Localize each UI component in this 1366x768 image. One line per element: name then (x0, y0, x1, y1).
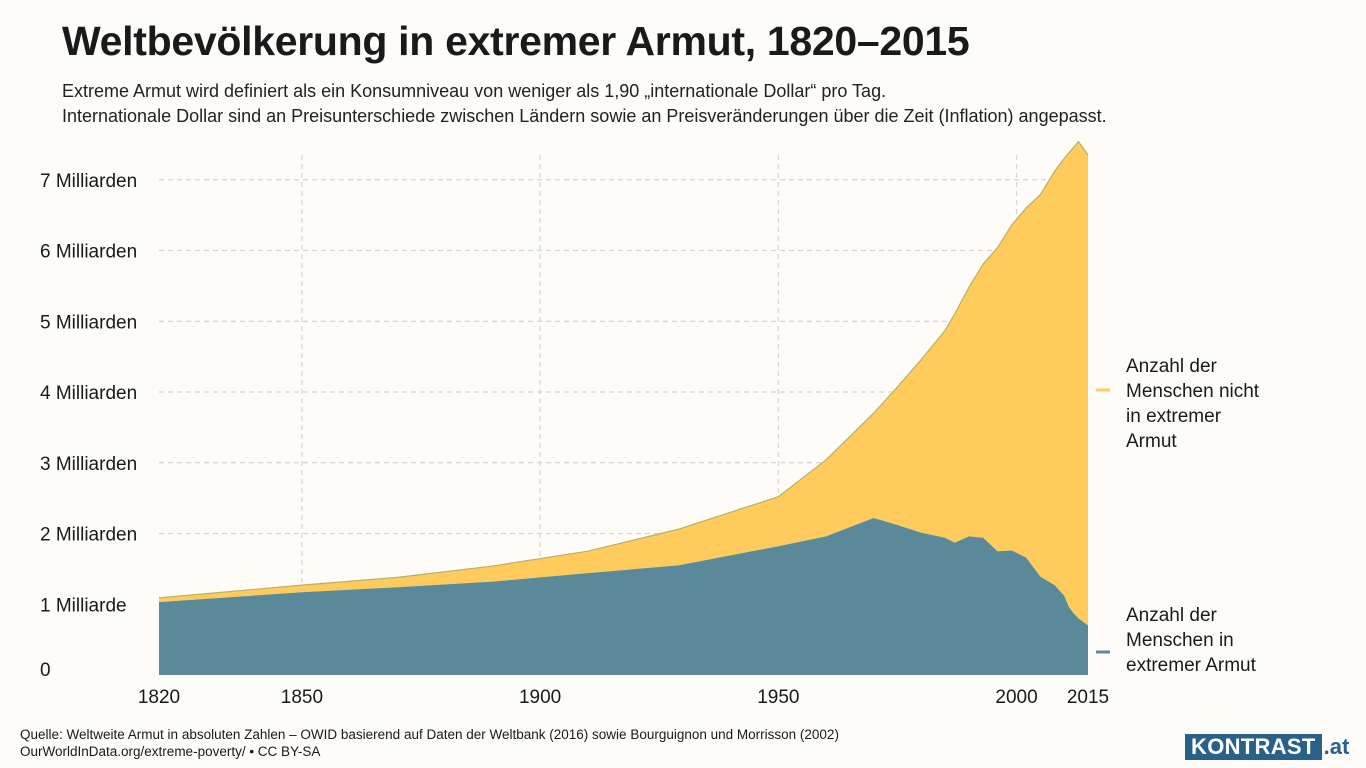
y-axis-ticks: 0 1 Milliarde 2 Milliarden 3 Milliarden 4 Mi… (40, 171, 137, 681)
chart-subtitle: Extreme Armut wird definiert als ein Kon… (62, 79, 1107, 129)
logo-main: KONTRAST (1185, 734, 1322, 760)
source-note: Quelle: Weltweite Armut in absoluten Zah… (20, 726, 839, 760)
legend-label-poor: extremer Armut (1126, 655, 1257, 676)
y-tick-label: 2 Milliarden (40, 525, 137, 546)
y-tick-label: 7 Milliarden (40, 171, 137, 192)
x-axis-ticks: 1820 1850 1900 1950 2000 2015 (138, 687, 1109, 708)
x-tick-label: 2015 (1067, 687, 1109, 708)
x-tick-label: 1900 (519, 687, 561, 708)
legend-label-not-poor: Armut (1126, 431, 1177, 452)
area-in-extreme-poverty (159, 517, 1088, 675)
legend-label-not-poor: in extremer (1126, 406, 1222, 427)
chart-title: Weltbevölkerung in extremer Armut, 1820–… (62, 18, 970, 64)
legend-label-not-poor: Menschen nicht (1126, 381, 1260, 402)
y-tick-label: 5 Milliarden (40, 312, 137, 333)
y-tick-label: 3 Milliarden (40, 454, 137, 475)
y-tick-label: 1 Milliarde (40, 595, 127, 616)
kontrast-logo: KONTRAST .at (1185, 734, 1349, 760)
x-tick-label: 1950 (757, 687, 799, 708)
logo-suffix: .at (1323, 734, 1350, 759)
total-population-line (158, 140, 1089, 599)
x-tick-label: 1850 (281, 687, 323, 708)
x-tick-label: 2000 (995, 687, 1037, 708)
legend-label-poor: Menschen in (1126, 630, 1234, 651)
area-not-in-extreme-poverty (159, 141, 1088, 626)
source-line-1: Quelle: Weltweite Armut in absoluten Zah… (20, 727, 839, 742)
x-tick-label: 1820 (138, 687, 180, 708)
y-tick-label: 6 Milliarden (40, 242, 137, 263)
legend: Anzahl der Menschen nicht in extremer Armut… (1096, 356, 1260, 676)
y-tick-label: 0 (40, 660, 51, 681)
legend-label-poor: Anzahl der (1126, 605, 1218, 626)
source-line-2: OurWorldInData.org/extreme-poverty/ • CC… (20, 744, 321, 759)
subtitle-line-2: Internationale Dollar sind an Preisunter… (62, 106, 1107, 126)
subtitle-line-1: Extreme Armut wird definiert als ein Kon… (62, 81, 887, 101)
legend-label-not-poor: Anzahl der (1126, 356, 1218, 377)
y-tick-label: 4 Milliarden (40, 383, 137, 404)
areas (158, 140, 1089, 675)
